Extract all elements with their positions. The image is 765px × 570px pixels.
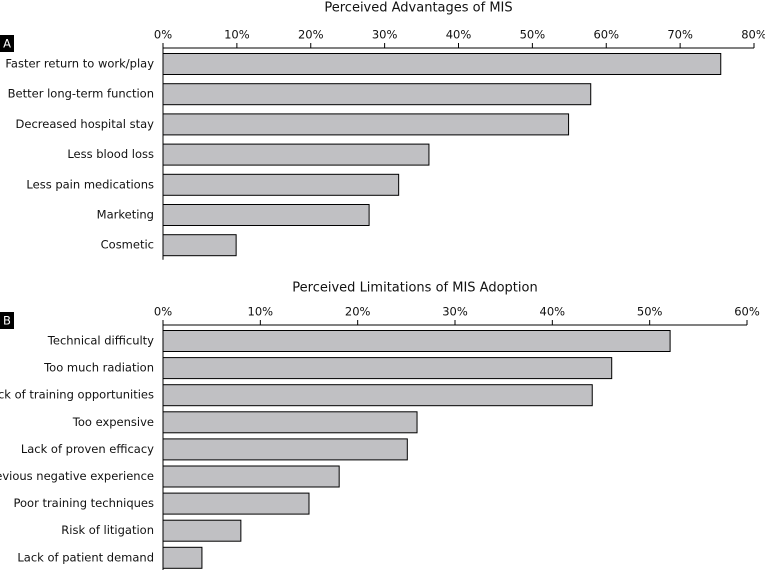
bar — [162, 53, 722, 75]
category-label: Less pain medications — [26, 177, 154, 191]
panel-badge — [0, 312, 14, 329]
category-label: Too expensive — [72, 415, 154, 429]
x-tick-label: 50% — [520, 28, 546, 42]
category-label: Marketing — [97, 208, 154, 222]
panel-label: A — [3, 37, 11, 51]
category-label: Previous negative experience — [0, 469, 154, 483]
chart-title: Perceived Limitations of MIS Adoption — [292, 281, 537, 296]
x-tick-label: 0% — [154, 28, 172, 42]
bar — [162, 357, 613, 380]
bar — [162, 384, 593, 407]
x-tick-label: 40% — [446, 28, 472, 42]
bar — [162, 492, 310, 515]
x-tick-label: 10% — [248, 305, 274, 319]
category-label: Decreased hospital stay — [16, 117, 155, 131]
x-tick-label: 0% — [154, 305, 172, 319]
x-tick-label: 20% — [298, 28, 324, 42]
bar — [162, 204, 370, 226]
chart-title: Perceived Advantages of MIS — [324, 1, 512, 16]
x-tick-label: 40% — [540, 305, 566, 319]
bar — [162, 143, 430, 166]
x-tick-label: 80% — [741, 28, 765, 42]
category-label: Poor training techniques — [13, 496, 154, 510]
category-label: Faster return to work/play — [5, 57, 154, 71]
x-tick-label: 30% — [442, 305, 468, 319]
bar — [162, 438, 408, 461]
panel-label: B — [3, 314, 11, 328]
x-tick-label: 20% — [345, 305, 371, 319]
category-label: Lack of proven efficacy — [21, 442, 154, 456]
x-tick-label: 60% — [593, 28, 619, 42]
category-label: Lack of patient demand — [17, 550, 154, 564]
bar — [162, 113, 570, 136]
category-label: Less blood loss — [67, 147, 154, 161]
category-label: Too much radiation — [43, 361, 154, 375]
bar — [162, 83, 592, 106]
bar — [162, 234, 237, 257]
x-tick-label: 50% — [637, 305, 663, 319]
category-label: Risk of litigation — [61, 523, 154, 537]
category-label: Better long-term function — [8, 87, 154, 101]
x-tick-label: 30% — [372, 28, 398, 42]
bar — [162, 330, 671, 352]
category-label: Technical difficulty — [47, 334, 154, 348]
bar — [162, 173, 400, 196]
bar — [162, 411, 418, 434]
category-label: Cosmetic — [101, 238, 154, 252]
bar — [162, 546, 203, 569]
x-tick-label: 60% — [734, 305, 760, 319]
bar — [162, 465, 340, 488]
x-tick-label: 10% — [224, 28, 250, 42]
panel-badge — [0, 35, 14, 52]
bar — [162, 519, 242, 542]
category-label: Lack of training opportunities — [0, 388, 154, 402]
x-tick-label: 70% — [667, 28, 693, 42]
